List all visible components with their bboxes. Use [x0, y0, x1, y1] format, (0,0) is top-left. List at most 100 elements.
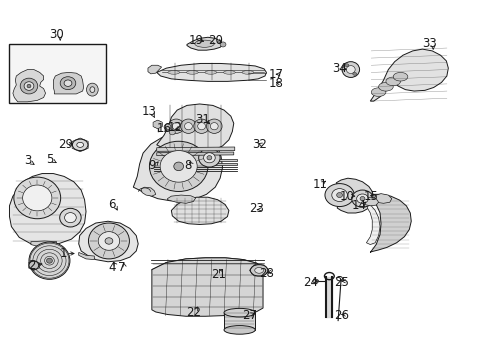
Ellipse shape: [27, 84, 31, 88]
Text: 23: 23: [249, 202, 264, 215]
Polygon shape: [366, 204, 379, 244]
Ellipse shape: [370, 88, 385, 96]
Ellipse shape: [105, 238, 113, 244]
Text: 8: 8: [184, 159, 192, 172]
Ellipse shape: [167, 71, 179, 74]
Ellipse shape: [60, 77, 76, 90]
FancyBboxPatch shape: [224, 312, 255, 330]
Ellipse shape: [197, 123, 205, 130]
Ellipse shape: [60, 208, 81, 227]
Text: 21: 21: [211, 268, 225, 281]
Ellipse shape: [194, 40, 214, 47]
Text: 4: 4: [108, 261, 115, 274]
Ellipse shape: [180, 119, 196, 134]
Ellipse shape: [198, 148, 220, 167]
Text: 25: 25: [334, 276, 349, 289]
Ellipse shape: [64, 80, 72, 86]
Ellipse shape: [88, 223, 129, 259]
Text: 6: 6: [108, 198, 115, 211]
Text: 30: 30: [49, 28, 64, 41]
Text: 16: 16: [156, 122, 171, 135]
Text: 12: 12: [167, 121, 183, 134]
Ellipse shape: [77, 142, 83, 147]
Polygon shape: [157, 152, 233, 156]
Ellipse shape: [341, 62, 359, 77]
Ellipse shape: [392, 72, 407, 81]
Text: 15: 15: [363, 190, 378, 203]
Ellipse shape: [224, 309, 255, 317]
Ellipse shape: [352, 72, 356, 75]
Ellipse shape: [193, 119, 209, 134]
Polygon shape: [13, 69, 45, 102]
Ellipse shape: [356, 194, 367, 203]
Ellipse shape: [22, 185, 52, 211]
Text: 31: 31: [195, 113, 210, 126]
Polygon shape: [186, 37, 223, 50]
Polygon shape: [171, 197, 228, 225]
Text: 22: 22: [185, 306, 201, 319]
Ellipse shape: [331, 189, 346, 202]
Text: 33: 33: [422, 37, 436, 50]
Text: 27: 27: [242, 309, 256, 322]
Text: 18: 18: [268, 77, 283, 90]
Polygon shape: [152, 258, 263, 316]
Ellipse shape: [168, 119, 183, 134]
Text: 13: 13: [142, 105, 157, 118]
Polygon shape: [154, 163, 237, 165]
Ellipse shape: [149, 141, 207, 192]
Ellipse shape: [29, 261, 39, 270]
Text: 9: 9: [148, 159, 155, 172]
Ellipse shape: [173, 162, 183, 171]
Ellipse shape: [325, 184, 353, 207]
Polygon shape: [157, 63, 266, 81]
Ellipse shape: [204, 71, 216, 74]
Ellipse shape: [344, 64, 348, 67]
Ellipse shape: [385, 77, 400, 86]
FancyBboxPatch shape: [9, 44, 106, 103]
Polygon shape: [365, 194, 410, 252]
Ellipse shape: [163, 124, 170, 130]
Polygon shape: [369, 49, 447, 101]
Ellipse shape: [20, 78, 38, 94]
Polygon shape: [167, 195, 195, 203]
Ellipse shape: [312, 279, 318, 283]
Ellipse shape: [160, 150, 197, 182]
Polygon shape: [9, 174, 86, 245]
Polygon shape: [153, 120, 162, 129]
Text: 34: 34: [331, 62, 346, 75]
Text: 19: 19: [188, 33, 203, 47]
Ellipse shape: [169, 130, 175, 135]
Ellipse shape: [346, 66, 354, 73]
Text: 32: 32: [251, 138, 266, 150]
Ellipse shape: [351, 190, 372, 207]
Ellipse shape: [242, 71, 253, 74]
Polygon shape: [335, 178, 373, 213]
Ellipse shape: [220, 42, 225, 47]
Ellipse shape: [203, 153, 215, 163]
Text: 24: 24: [303, 276, 318, 289]
Text: 14: 14: [351, 199, 366, 212]
Ellipse shape: [336, 193, 342, 198]
Ellipse shape: [378, 82, 392, 91]
Polygon shape: [157, 147, 234, 151]
Text: 2: 2: [28, 259, 35, 272]
Text: 29: 29: [58, 138, 73, 150]
Ellipse shape: [206, 156, 211, 160]
Polygon shape: [31, 241, 57, 248]
Polygon shape: [79, 252, 94, 260]
Text: 10: 10: [339, 190, 354, 203]
Text: 11: 11: [312, 178, 327, 191]
Ellipse shape: [172, 123, 180, 130]
Ellipse shape: [90, 87, 95, 93]
Text: 1: 1: [59, 247, 67, 260]
Text: 3: 3: [24, 154, 31, 167]
Polygon shape: [157, 104, 233, 153]
Text: 28: 28: [259, 267, 273, 280]
Ellipse shape: [206, 119, 222, 134]
Ellipse shape: [223, 71, 235, 74]
Polygon shape: [133, 134, 222, 201]
Ellipse shape: [184, 123, 192, 130]
Ellipse shape: [46, 258, 52, 263]
Ellipse shape: [72, 139, 88, 150]
Ellipse shape: [29, 242, 70, 279]
